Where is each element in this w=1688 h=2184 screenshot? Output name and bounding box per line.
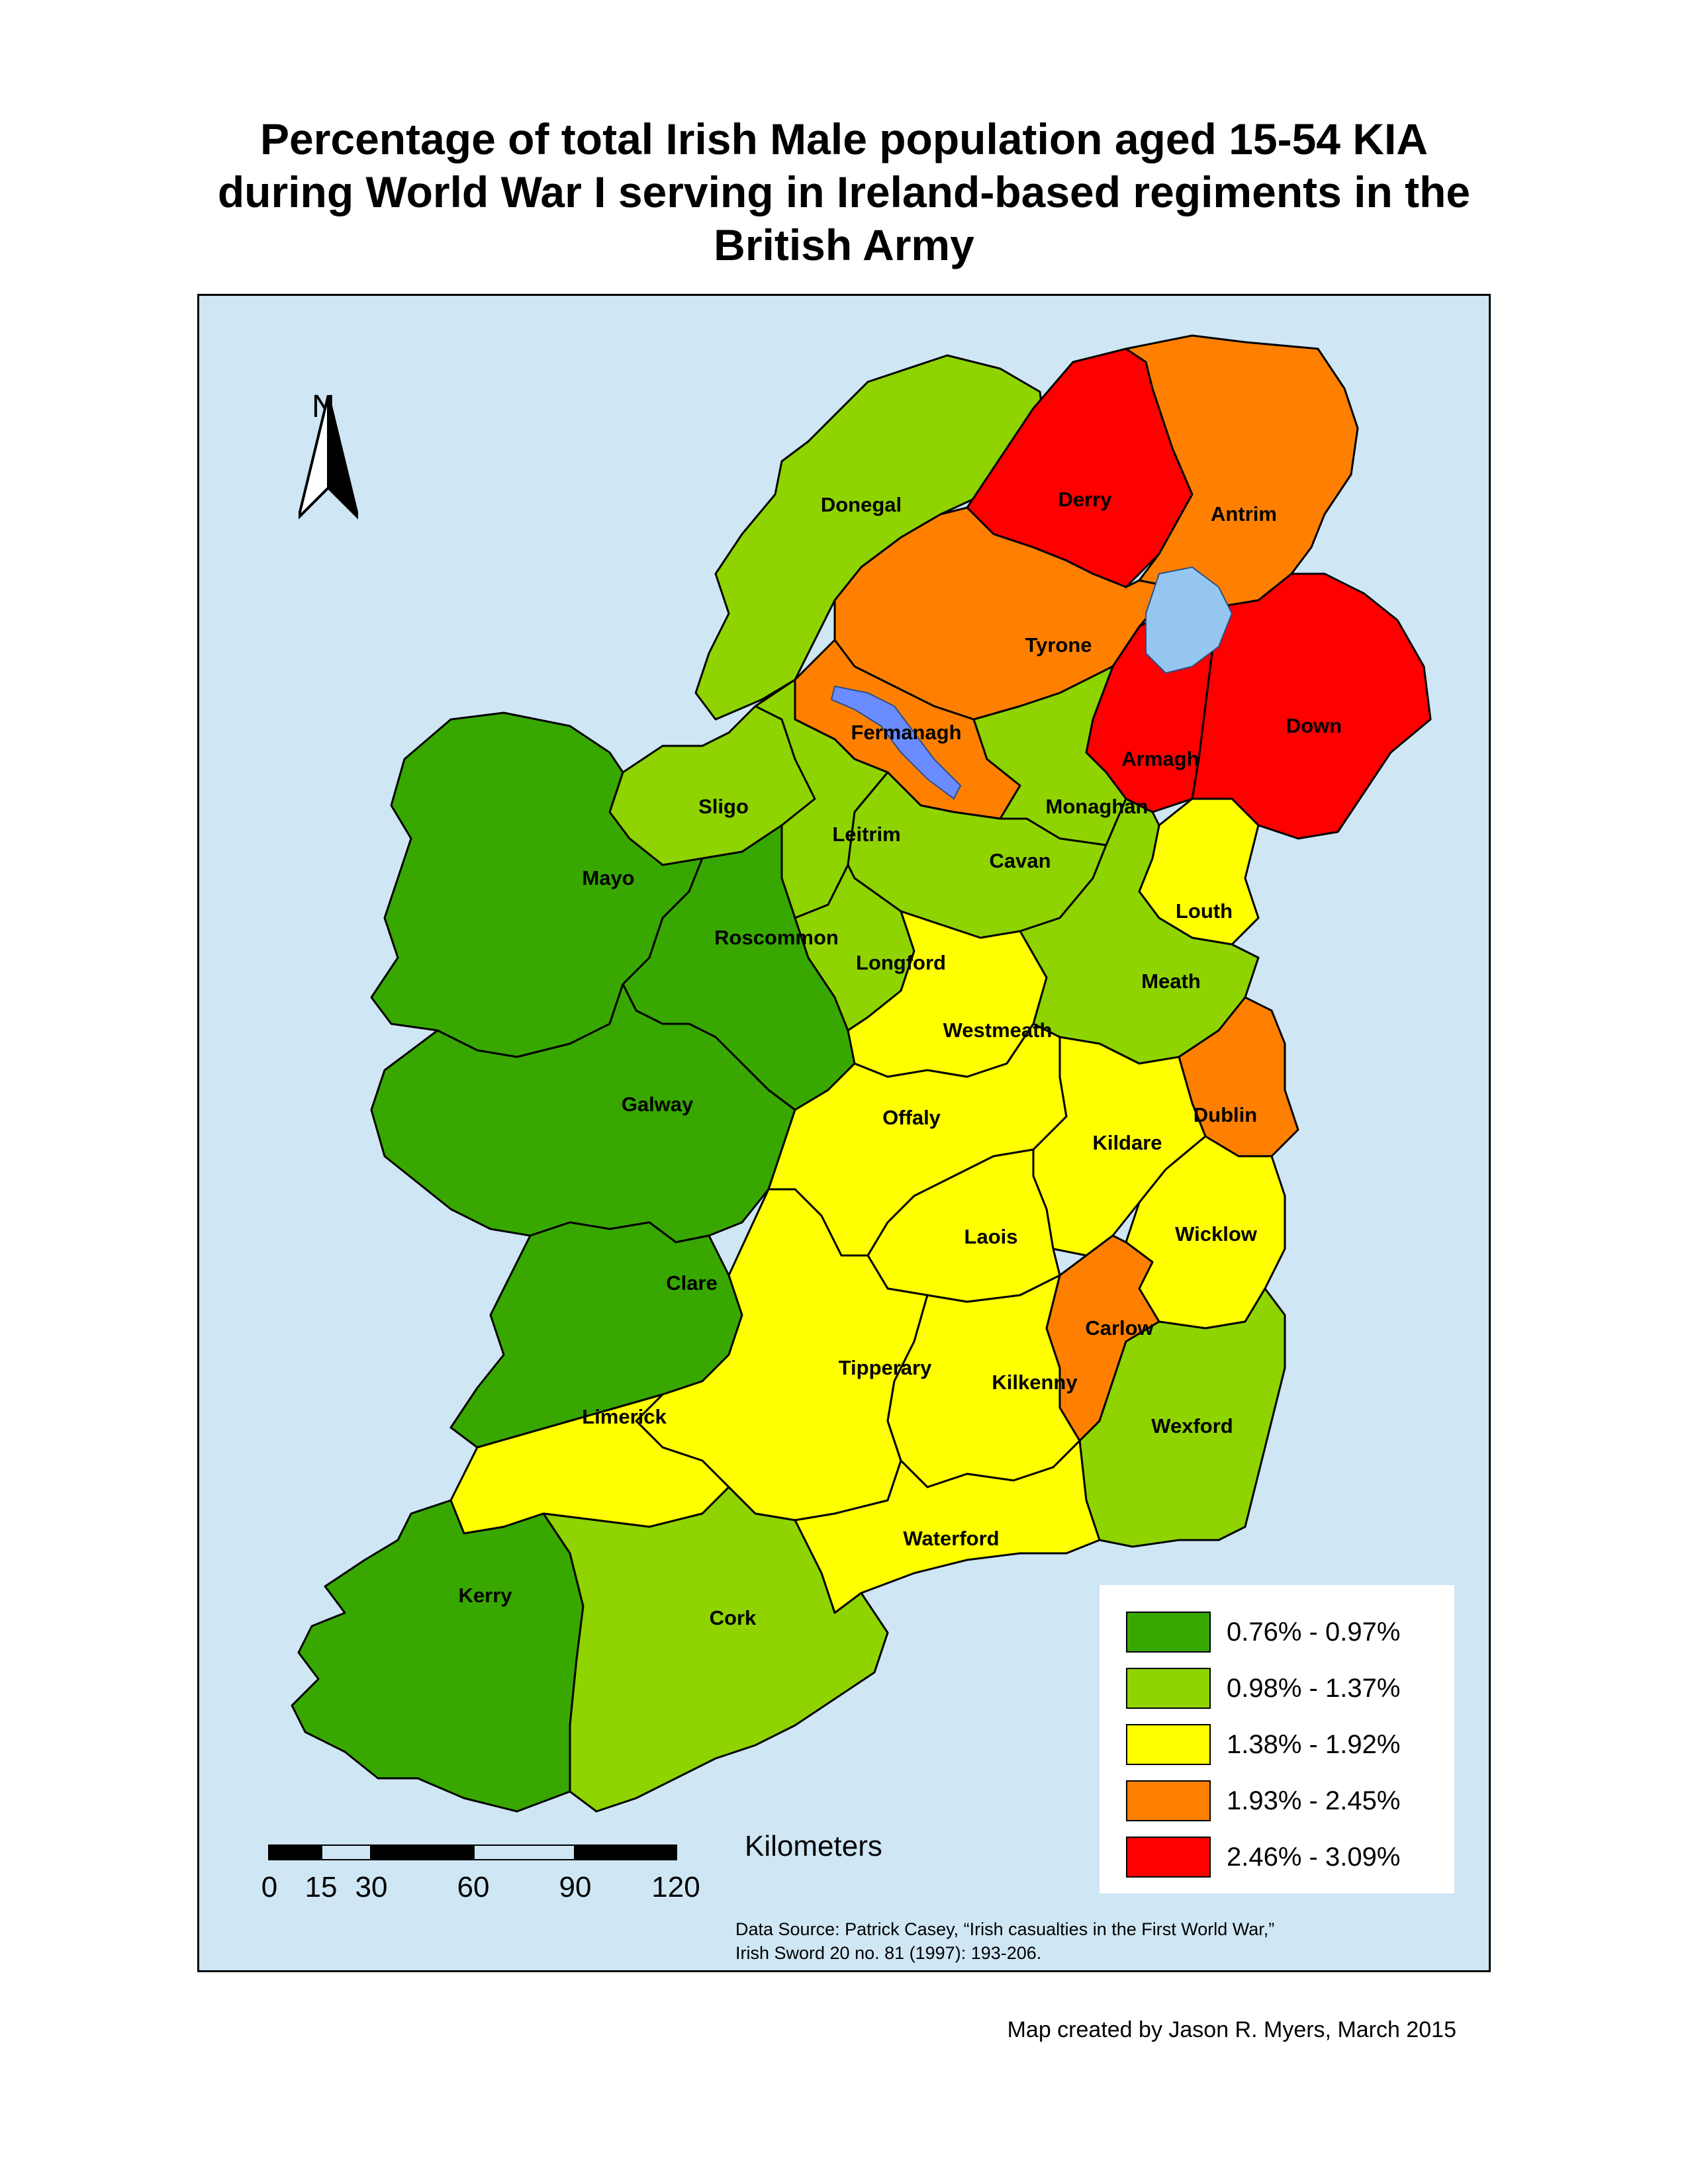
legend-swatch (1126, 1780, 1211, 1821)
county-label-monaghan: Monaghan (1046, 795, 1149, 818)
legend-swatch (1126, 1612, 1211, 1653)
county-label-dublin: Dublin (1194, 1103, 1257, 1126)
county-label-roscommon: Roscommon (714, 926, 839, 949)
county-label-tipperary: Tipperary (839, 1356, 932, 1379)
scale-segment (473, 1844, 575, 1860)
county-kerry (291, 1499, 585, 1813)
legend-swatch (1126, 1724, 1211, 1765)
scale-segment (575, 1844, 677, 1860)
county-label-mayo: Mayo (582, 866, 634, 889)
county-label-sligo: Sligo (698, 795, 749, 818)
scale-unit: Kilometers (745, 1830, 882, 1862)
scale-segment (371, 1844, 473, 1860)
county-label-derry: Derry (1058, 488, 1113, 511)
county-label-laois: Laois (964, 1225, 1018, 1248)
scale-tick: 90 (559, 1871, 592, 1903)
scale-tick: 15 (305, 1871, 338, 1903)
data-source-line: Data Source: Patrick Casey, “Irish casua… (735, 1919, 1275, 1939)
legend-label: 1.38% - 1.92% (1227, 1729, 1401, 1759)
legend-swatch (1126, 1668, 1211, 1709)
legend-item: 1.38% - 1.92% (1126, 1724, 1400, 1765)
county-label-waterford: Waterford (903, 1527, 999, 1550)
scale-tick: 0 (261, 1871, 278, 1903)
scale-tick: 60 (457, 1871, 490, 1903)
county-labels: Donegal Derry Antrim Tyrone Fermanagh Armagh D… (459, 488, 1342, 1629)
legend-label: 1.93% - 2.45% (1227, 1786, 1401, 1815)
county-wexford (1078, 1287, 1286, 1548)
ireland-map: Donegal Derry Antrim Tyrone Fermanagh Armagh D… (291, 334, 1432, 1813)
county-label-wexford: Wexford (1151, 1414, 1233, 1437)
legend-label: 0.98% - 1.37% (1227, 1673, 1401, 1703)
county-label-carlow: Carlow (1085, 1316, 1154, 1340)
scale-segment (321, 1844, 371, 1860)
north-arrow-icon (299, 395, 358, 520)
county-label-limerick: Limerick (582, 1405, 667, 1428)
county-label-wicklow: Wicklow (1175, 1222, 1258, 1246)
county-label-kerry: Kerry (459, 1584, 513, 1607)
county-cork (542, 1486, 889, 1813)
data-source: Data Source: Patrick Casey, “Irish casua… (735, 1917, 1464, 1965)
county-label-galway: Galway (622, 1093, 694, 1116)
legend-item: 1.93% - 2.45% (1126, 1780, 1400, 1821)
map-title: Percentage of total Irish Male populatio… (217, 114, 1471, 269)
legend-swatch (1126, 1837, 1211, 1878)
county-label-longford: Longford (856, 951, 946, 974)
county-label-kildare: Kildare (1092, 1131, 1162, 1154)
county-label-tyrone: Tyrone (1025, 633, 1092, 657)
county-label-antrim: Antrim (1211, 502, 1277, 525)
county-label-leitrim: Leitrim (832, 823, 900, 846)
county-label-louth: Louth (1176, 899, 1233, 923)
legend-item: 0.98% - 1.37% (1126, 1668, 1400, 1709)
county-label-westmeath: Westmeath (943, 1019, 1053, 1042)
scale-segment (268, 1844, 321, 1860)
scale-tick: 30 (355, 1871, 388, 1903)
county-label-kilkenny: Kilkenny (992, 1371, 1078, 1394)
legend-item: 2.46% - 3.09% (1126, 1837, 1400, 1878)
county-label-armagh: Armagh (1121, 747, 1199, 770)
county-label-cork: Cork (710, 1606, 757, 1629)
data-source-line: Irish Sword 20 no. 81 (1997): 193-206. (735, 1943, 1042, 1963)
legend-label: 0.76% - 0.97% (1227, 1617, 1401, 1647)
county-down (1191, 572, 1432, 840)
lough-erne (830, 685, 962, 800)
scale-bar: Kilometers 0 15 30 60 90 120 (261, 1830, 882, 1924)
county-label-meath: Meath (1141, 970, 1201, 993)
county-label-clare: Clare (666, 1271, 718, 1295)
legend-label: 2.46% - 3.09% (1227, 1842, 1401, 1872)
county-label-down: Down (1286, 714, 1342, 737)
scale-tick: 120 (651, 1871, 700, 1903)
county-label-donegal: Donegal (821, 493, 902, 516)
legend-item: 0.76% - 0.97% (1126, 1612, 1400, 1653)
county-label-fermanagh: Fermanagh (851, 721, 961, 744)
lough-neagh (1145, 566, 1233, 674)
map-credit: Map created by Jason R. Myers, March 201… (1007, 2017, 1456, 2042)
map-frame: Donegal Derry Antrim Tyrone Fermanagh Armagh D… (197, 294, 1491, 1972)
county-label-offaly: Offaly (882, 1106, 941, 1129)
county-label-cavan: Cavan (989, 849, 1051, 872)
legend: 0.76% - 0.97% 0.98% - 1.37% 1.38% - 1.92… (1100, 1585, 1454, 1893)
